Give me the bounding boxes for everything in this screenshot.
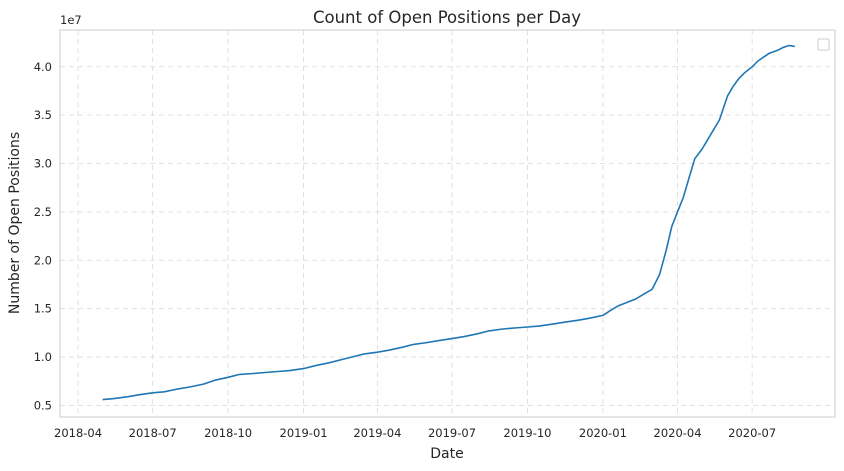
x-tick-label: 2018-07 — [129, 426, 177, 440]
y-tick-label: 0.5 — [34, 398, 52, 412]
x-tick-label: 2019-07 — [428, 426, 476, 440]
x-tick-label: 2019-04 — [353, 426, 401, 440]
legend-box — [817, 38, 830, 51]
y-tick-label: 3.0 — [34, 157, 52, 171]
y-tick-label: 2.5 — [34, 205, 52, 219]
x-tick-label: 2020-07 — [728, 426, 776, 440]
x-tick-label: 2018-04 — [54, 426, 102, 440]
y-tick-label: 2.0 — [34, 253, 52, 267]
y-offset-label: 1e7 — [60, 13, 82, 27]
y-axis-title: Number of Open Positions — [7, 132, 23, 314]
x-tick-label: 2020-01 — [579, 426, 627, 440]
plot-frame — [59, 29, 836, 418]
y-tick-label: 4.0 — [34, 60, 52, 74]
y-tick-label: 1.5 — [34, 302, 52, 316]
series-line — [102, 44, 795, 401]
y-tick-label: 1.0 — [34, 350, 52, 364]
x-tick-label: 2019-01 — [280, 426, 328, 440]
x-tick-label: 2019-10 — [503, 426, 551, 440]
x-tick-label: 2018-10 — [204, 426, 252, 440]
chart-title: Count of Open Positions per Day — [313, 8, 581, 27]
x-axis-title: Date — [430, 446, 463, 462]
y-axis-ticks: 0.5 1.0 1.5 2.0 2.5 3.0 3.5 4.0 — [34, 60, 52, 413]
y-tick-label: 3.5 — [34, 108, 52, 122]
x-tick-label: 2020-04 — [654, 426, 702, 440]
grid — [60, 30, 835, 417]
x-axis-ticks: 2018-04 2018-07 2018-10 2019-01 2019-04 2019-… — [54, 426, 776, 440]
plot-background — [60, 30, 835, 417]
